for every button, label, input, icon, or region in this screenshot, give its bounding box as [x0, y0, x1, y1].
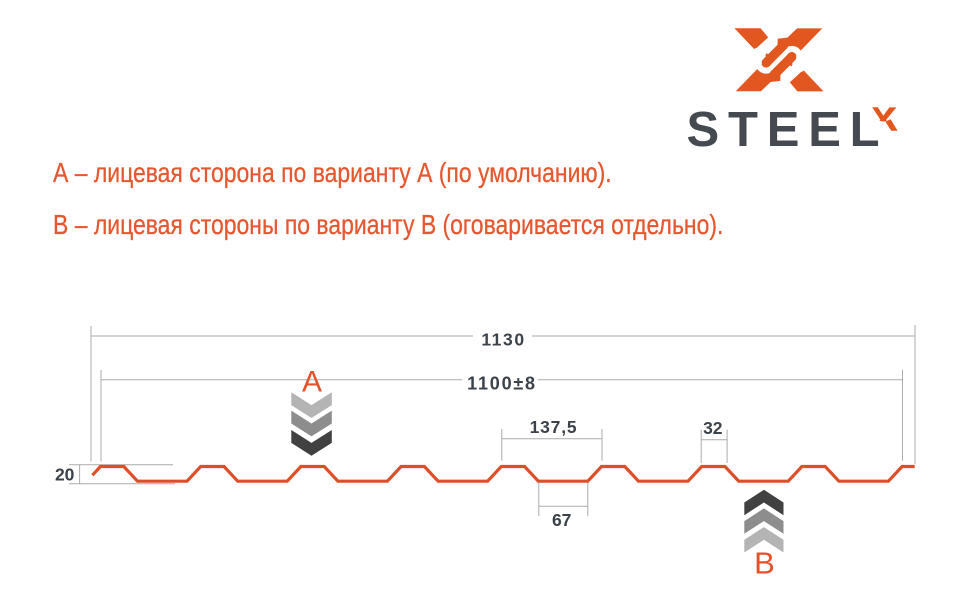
svg-text:А: А — [302, 366, 322, 399]
svg-text:1100±8: 1100±8 — [467, 374, 537, 394]
svg-text:67: 67 — [552, 510, 571, 530]
svg-text:32: 32 — [703, 418, 723, 438]
svg-text:20: 20 — [55, 465, 75, 485]
svg-text:137,5: 137,5 — [530, 417, 578, 437]
svg-text:1130: 1130 — [481, 330, 525, 350]
svg-text:В: В — [754, 546, 775, 581]
